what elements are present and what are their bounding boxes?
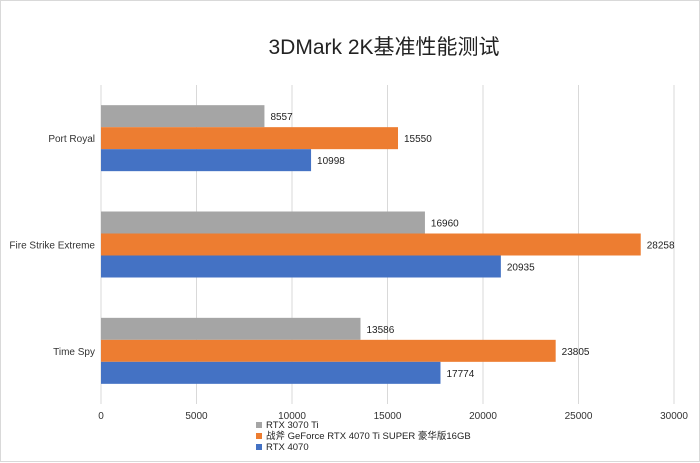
category-label: Time Spy bbox=[53, 347, 95, 358]
legend-swatch bbox=[256, 444, 262, 450]
x-tick-label: 15000 bbox=[374, 411, 402, 422]
bars: 8557 15550 10998 16960 28258 20935 13586 23805 1… bbox=[101, 105, 675, 384]
data-label: 8557 bbox=[270, 112, 293, 123]
data-label: 10998 bbox=[317, 156, 345, 167]
data-label: 23805 bbox=[562, 347, 590, 358]
x-tick-label: 30000 bbox=[660, 411, 688, 422]
data-label: 28258 bbox=[647, 241, 675, 252]
x-tick-label: 0 bbox=[98, 411, 104, 422]
legend-swatch bbox=[256, 433, 262, 439]
bar bbox=[101, 339, 556, 362]
data-label: 13586 bbox=[366, 325, 394, 336]
bar bbox=[101, 233, 641, 256]
legend-label: RTX 3070 Ti bbox=[266, 420, 319, 431]
data-label: 16960 bbox=[431, 219, 459, 230]
x-tick-labels: 0 5000 10000 15000 20000 25000 30000 bbox=[98, 411, 688, 422]
category-labels: Port Royal Fire Strike Extreme Time Spy bbox=[9, 134, 95, 358]
x-tick-label: 20000 bbox=[469, 411, 497, 422]
bar bbox=[101, 255, 501, 278]
chart-title: 3DMark 2K基准性能测试 bbox=[268, 36, 499, 59]
bar bbox=[101, 127, 399, 150]
category-label: Fire Strike Extreme bbox=[9, 241, 95, 252]
bar bbox=[101, 105, 265, 128]
x-tick-label: 10000 bbox=[278, 411, 306, 422]
bar bbox=[101, 361, 441, 384]
data-label: 15550 bbox=[404, 134, 432, 145]
bar bbox=[101, 317, 361, 340]
category-label: Port Royal bbox=[48, 134, 95, 145]
bar bbox=[101, 211, 425, 234]
bar bbox=[101, 149, 312, 172]
legend-swatch bbox=[256, 422, 262, 428]
legend-label: 战斧 GeForce RTX 4070 Ti SUPER 豪华版16GB bbox=[266, 430, 471, 442]
data-label: 17774 bbox=[446, 369, 474, 380]
data-label: 20935 bbox=[507, 263, 535, 274]
x-tick-label: 25000 bbox=[565, 411, 593, 422]
x-tick-label: 5000 bbox=[185, 411, 208, 422]
legend-label: RTX 4070 bbox=[266, 442, 309, 453]
